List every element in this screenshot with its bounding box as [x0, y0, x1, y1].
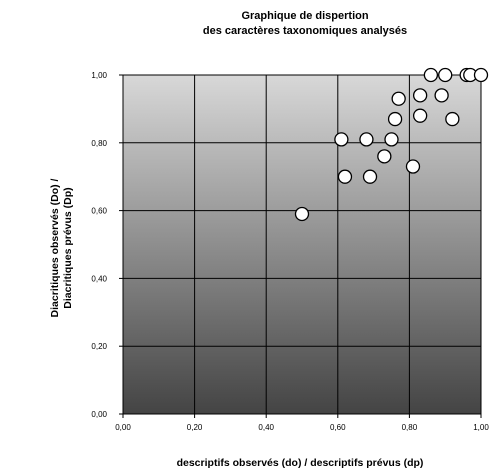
y-tick-label: 0,40: [91, 274, 107, 283]
gridlines: [119, 74, 482, 418]
data-point: [334, 132, 349, 147]
y-tick-label: 0,60: [91, 207, 107, 216]
y-tick-label: 0,80: [91, 139, 107, 148]
chart-title-line-2: des caractères taxonomiques analysés: [203, 25, 407, 37]
x-axis-title: descriptifs observés (do) / descriptifs …: [177, 457, 424, 469]
data-point: [423, 67, 439, 83]
data-point: [434, 88, 449, 103]
plot-area: [123, 75, 481, 414]
data-point: [391, 91, 406, 106]
x-tick-label: 1,00: [473, 423, 489, 432]
x-tick-label: 0,20: [187, 423, 203, 432]
x-tick-label: 0,60: [330, 423, 346, 432]
data-point: [445, 111, 460, 127]
data-point: [377, 149, 392, 164]
x-tick-label: 0,00: [115, 423, 131, 432]
chart-title-line-1: Graphique de dispertion: [241, 10, 368, 22]
data-point: [473, 67, 489, 83]
tick-labels: 0,00 0,20 0,40 0,60 0,80 1,00 0,00 0,20 0,40 0,60…: [91, 71, 489, 432]
data-point: [362, 169, 378, 184]
y-axis-title-line-1: Diacritiques observés (Do) /: [49, 178, 61, 317]
y-axis-title: Diacritiques observés (Do) / Diacritique…: [49, 178, 74, 317]
y-tick-label: 1,00: [91, 71, 107, 80]
data-point: [384, 132, 399, 147]
plot-frame: [122, 74, 482, 415]
data-point: [405, 159, 421, 174]
x-tick-label: 0,40: [258, 423, 274, 432]
x-tick-label: 0,80: [402, 423, 418, 432]
data-points: [294, 67, 489, 222]
data-point: [359, 132, 374, 147]
data-point: [294, 206, 310, 222]
data-point: [412, 108, 428, 123]
y-axis-title-line-2: Diacritiques prévus (Dp): [62, 187, 74, 308]
y-tick-label: 0,20: [91, 342, 107, 351]
data-point: [438, 67, 453, 83]
data-point: [387, 111, 403, 127]
data-point: [412, 88, 428, 103]
data-point: [337, 169, 353, 184]
y-tick-label: 0,00: [91, 410, 107, 419]
